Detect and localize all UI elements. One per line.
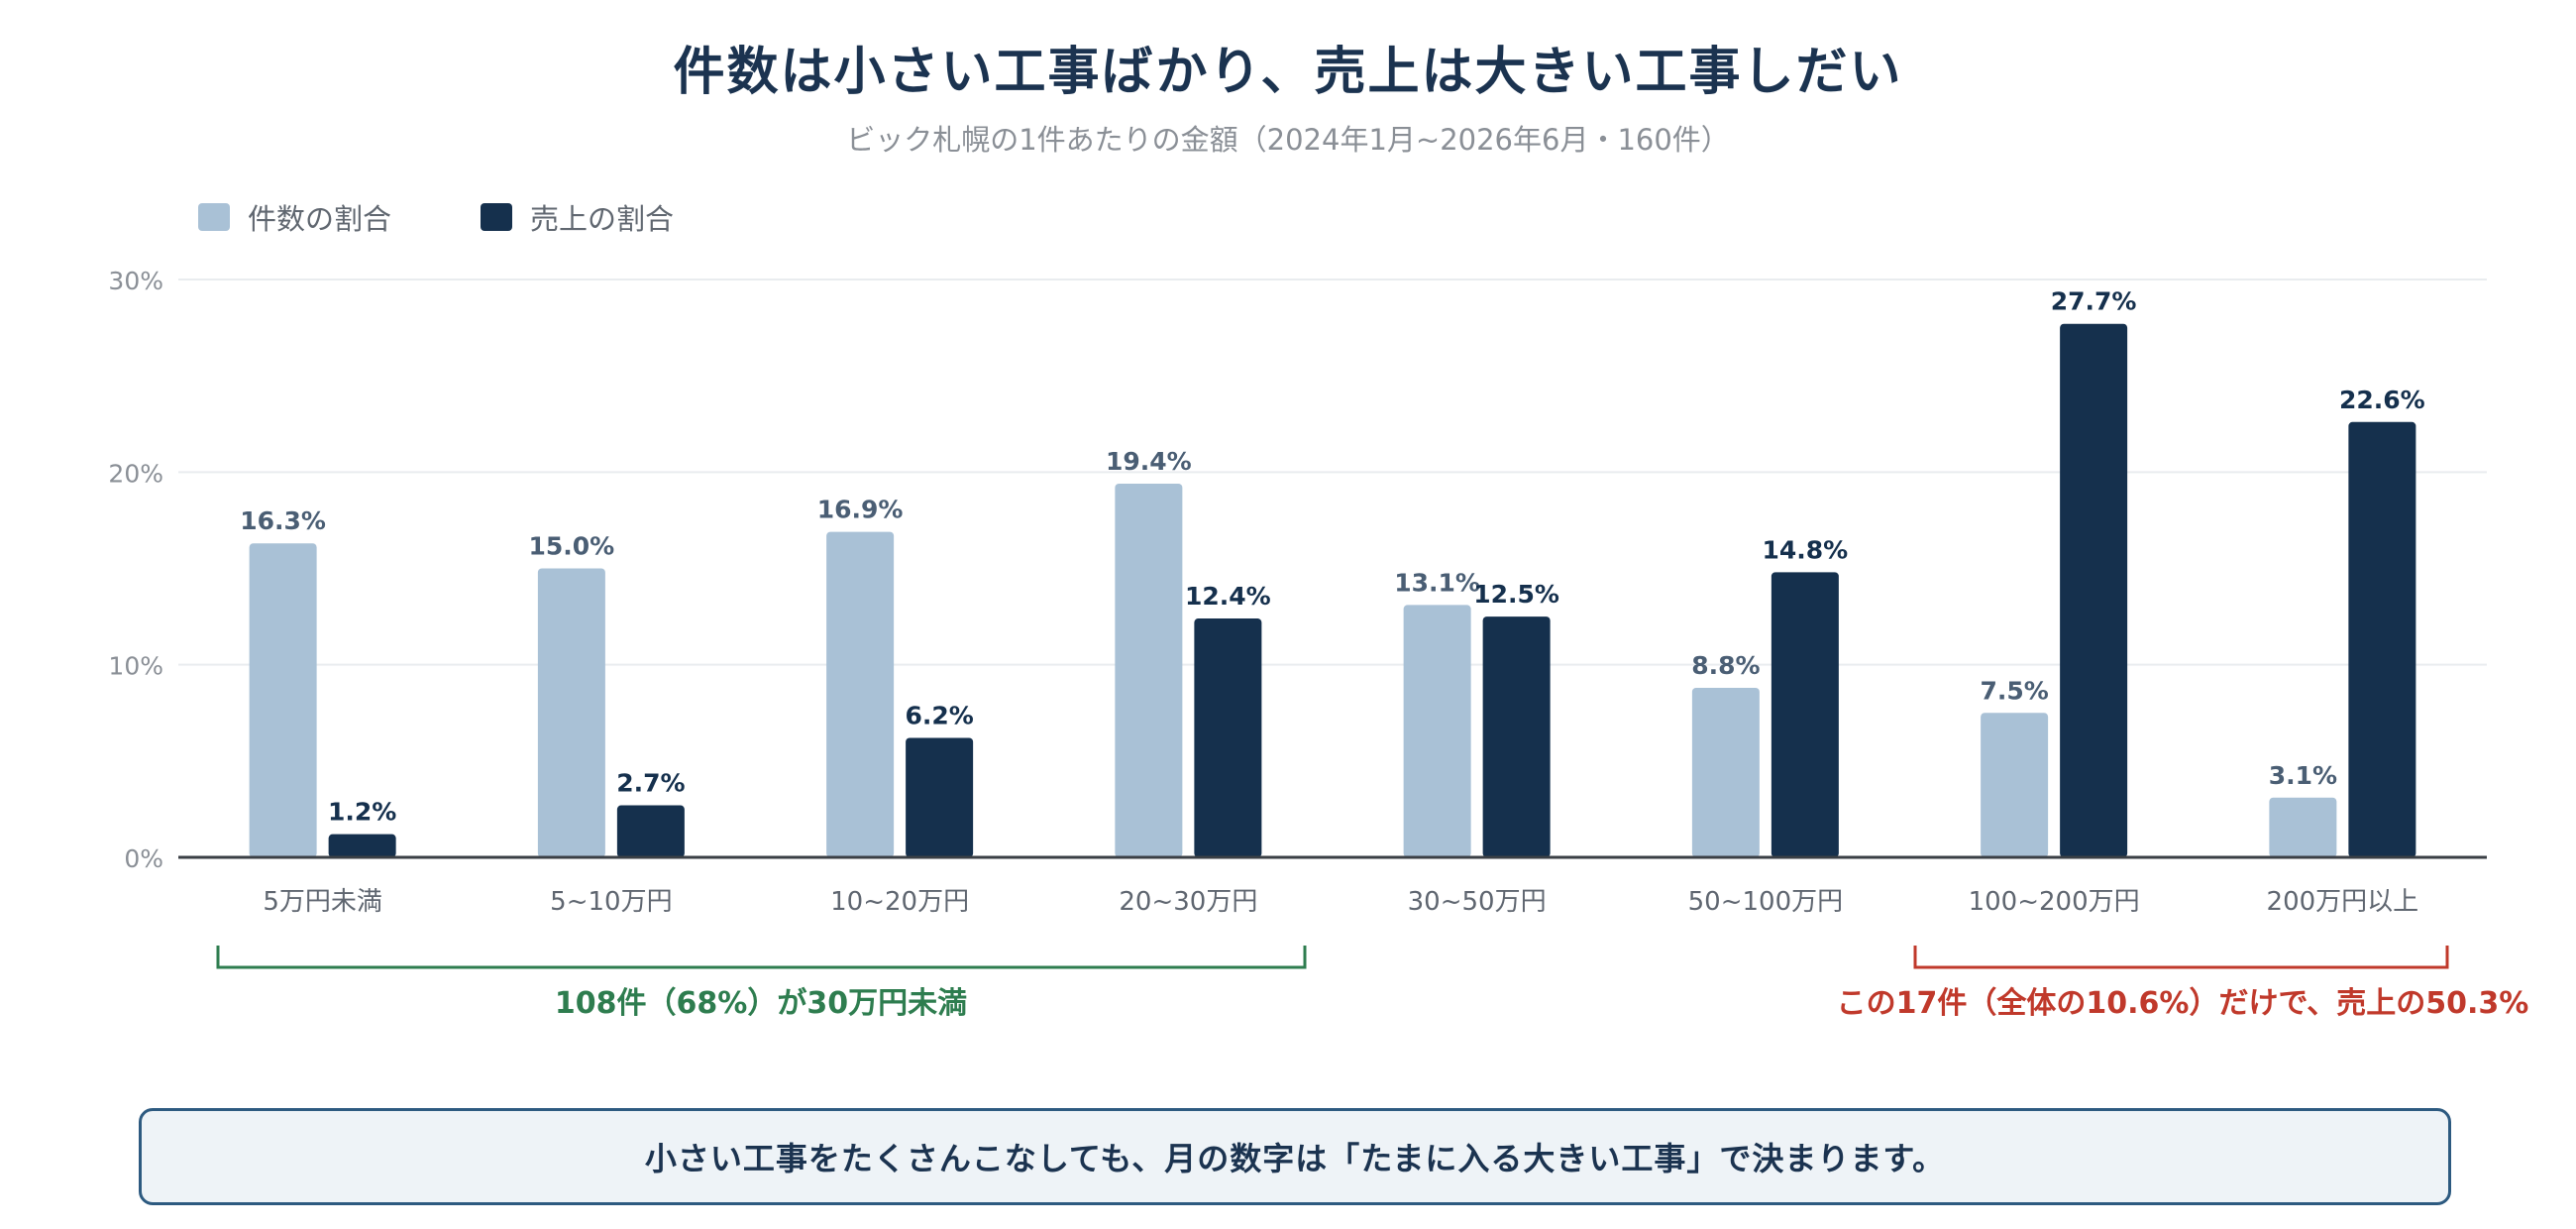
data-label-count: 13.1% xyxy=(1394,568,1480,597)
bar-count xyxy=(1115,483,1183,857)
bar-sales xyxy=(1482,616,1551,857)
annotation-text: この17件（全体の10.6%）だけで、売上の50.3% xyxy=(1837,986,2529,1021)
bar-sales xyxy=(1194,618,1262,857)
x-tick-label: 30~50万円 xyxy=(1408,887,1547,917)
y-tick-label: 10% xyxy=(108,652,163,681)
bar-count xyxy=(249,543,317,857)
legend-label-count: 件数の割合 xyxy=(248,202,392,236)
x-tick-label: 20~30万円 xyxy=(1119,887,1257,917)
legend: 件数の割合 売上の割合 xyxy=(198,196,674,238)
x-tick-label: 5万円未満 xyxy=(263,887,382,917)
bar-sales xyxy=(2060,323,2128,857)
x-tick-label: 5~10万円 xyxy=(550,887,672,917)
bar-count xyxy=(2269,797,2337,857)
annotation-text: 108件（68%）が30万円未満 xyxy=(555,986,967,1021)
data-label-sales: 6.2% xyxy=(905,702,973,730)
x-tick-label: 50~100万円 xyxy=(1688,887,1844,917)
data-label-sales: 14.8% xyxy=(1763,535,1849,564)
annotation-bracket xyxy=(1913,946,2449,969)
x-tick-label: 10~20万円 xyxy=(830,887,969,917)
legend-swatch-count xyxy=(198,203,230,231)
bar-count xyxy=(537,568,605,857)
bar-count xyxy=(1981,713,2049,857)
legend-swatch-sales xyxy=(481,203,513,231)
data-label-count: 19.4% xyxy=(1106,447,1192,476)
data-label-sales: 1.2% xyxy=(328,798,396,827)
data-label-count: 8.8% xyxy=(1691,651,1760,680)
bar-sales xyxy=(906,737,974,857)
legend-label-sales: 売上の割合 xyxy=(530,202,675,236)
data-label-count: 7.5% xyxy=(1980,676,2048,705)
bar-count xyxy=(1691,687,1760,857)
data-label-count: 15.0% xyxy=(529,532,615,561)
y-tick-label: 30% xyxy=(108,267,163,295)
annotation-bracket xyxy=(216,946,1307,969)
legend-item-count: 件数の割合 xyxy=(198,196,391,238)
y-tick-label: 20% xyxy=(108,459,163,488)
data-label-sales: 12.4% xyxy=(1185,582,1271,611)
bar-sales xyxy=(616,805,685,857)
legend-item-sales: 売上の割合 xyxy=(481,196,674,238)
bar-chart: 0% 10% 20% 30% 16.3% 1.2% 5万円未満 15.0% 2.7% 5~10万円… xyxy=(108,267,2529,1021)
summary-note: 小さい工事をたくさんこなしても、月の数字は「たまに入る大きい工事」で決まります。 xyxy=(139,1108,2451,1205)
chart-title: 件数は小さい工事ばかり、売上は大きい工事しだい xyxy=(673,43,1903,102)
summary-note-text: 小さい工事をたくさんこなしても、月の数字は「たまに入る大きい工事」で決まります。 xyxy=(644,1140,1946,1177)
x-tick-label: 100~200万円 xyxy=(1969,887,2140,917)
data-label-count: 16.9% xyxy=(817,496,904,524)
data-label-sales: 27.7% xyxy=(2051,287,2137,316)
bar-sales xyxy=(2348,421,2416,857)
bar-sales xyxy=(1771,572,1839,857)
x-tick-label: 200万円以上 xyxy=(2267,887,2419,917)
bar-count xyxy=(1403,605,1471,857)
data-label-count: 16.3% xyxy=(240,506,326,535)
data-label-count: 3.1% xyxy=(2269,761,2337,790)
bar-count xyxy=(826,531,895,857)
y-tick-label: 0% xyxy=(124,844,163,873)
bar-sales xyxy=(328,834,396,857)
data-label-sales: 12.5% xyxy=(1473,580,1559,609)
data-label-sales: 2.7% xyxy=(616,769,685,798)
data-label-sales: 22.6% xyxy=(2339,386,2425,414)
chart-subtitle: ビック札幌の1件あたりの金額（2024年1月~2026年6月・160件） xyxy=(846,123,1730,157)
